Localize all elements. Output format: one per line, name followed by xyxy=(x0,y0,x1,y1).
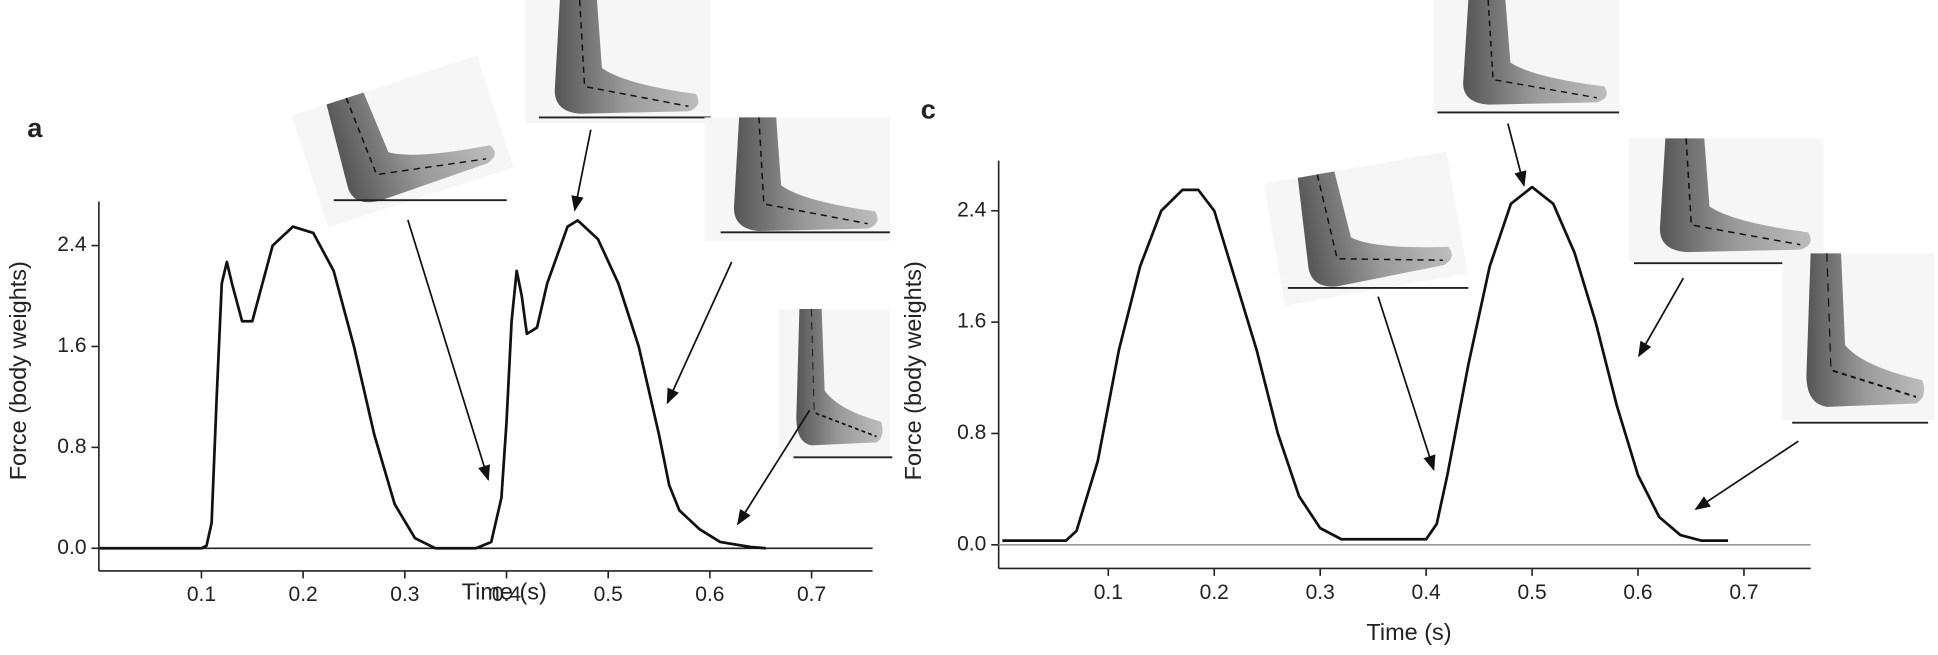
arrow xyxy=(1694,440,1799,511)
foot-photo xyxy=(1628,137,1825,263)
arrow xyxy=(571,129,592,212)
arrow xyxy=(407,219,491,481)
arrow xyxy=(1507,123,1527,187)
x-tick-label: 0.5 xyxy=(594,583,623,606)
force-curve xyxy=(1002,185,1729,543)
x-tick-label: 0.1 xyxy=(1094,581,1123,604)
foot-photo xyxy=(777,308,891,459)
x-tick-label: 0.5 xyxy=(1517,581,1546,604)
arrow xyxy=(1377,296,1436,472)
panel-label: a xyxy=(27,112,43,143)
x-tick-label: 0.1 xyxy=(187,583,216,606)
x-tick-label: 0.7 xyxy=(1729,581,1758,604)
arrow xyxy=(737,409,811,526)
foot-photo xyxy=(703,116,891,242)
force-curve xyxy=(99,219,766,550)
x-tick-label: 0.2 xyxy=(289,583,318,606)
x-tick-label: 0.4 xyxy=(1412,581,1442,604)
y-tick-label: 0.0 xyxy=(957,532,986,555)
panel-label: c xyxy=(921,93,936,124)
x-tick-label: 0.6 xyxy=(695,583,724,606)
x-axis-label: Time (s) xyxy=(462,578,547,604)
x-tick-label: 0.3 xyxy=(390,583,419,606)
foot-photo xyxy=(291,54,515,229)
x-tick-label: 0.3 xyxy=(1306,581,1335,604)
x-tick-label: 0.2 xyxy=(1200,581,1229,604)
x-axis-label: Time (s) xyxy=(1366,619,1451,645)
y-tick-label: 1.6 xyxy=(57,334,86,357)
foot-photo xyxy=(1781,252,1936,422)
x-tick-label: 0.7 xyxy=(797,583,826,606)
x-tick-label: 0.4 xyxy=(492,583,522,606)
y-tick-label: 0.8 xyxy=(957,421,986,444)
y-tick-label: 0.0 xyxy=(57,536,86,559)
foot-photo xyxy=(1262,150,1469,307)
y-tick-label: 1.6 xyxy=(957,310,986,333)
x-tick-label: 0.6 xyxy=(1623,581,1652,604)
y-axis-label: Force (body weights) xyxy=(5,261,31,480)
y-axis-label: Force (body weights) xyxy=(900,261,926,480)
arrow xyxy=(666,261,733,405)
foot-photo xyxy=(524,0,712,125)
y-tick-label: 0.8 xyxy=(57,435,86,458)
y-tick-label: 2.4 xyxy=(57,233,87,256)
y-tick-label: 2.4 xyxy=(957,198,987,221)
arrow xyxy=(1638,277,1685,358)
foot-photo xyxy=(1432,0,1620,115)
